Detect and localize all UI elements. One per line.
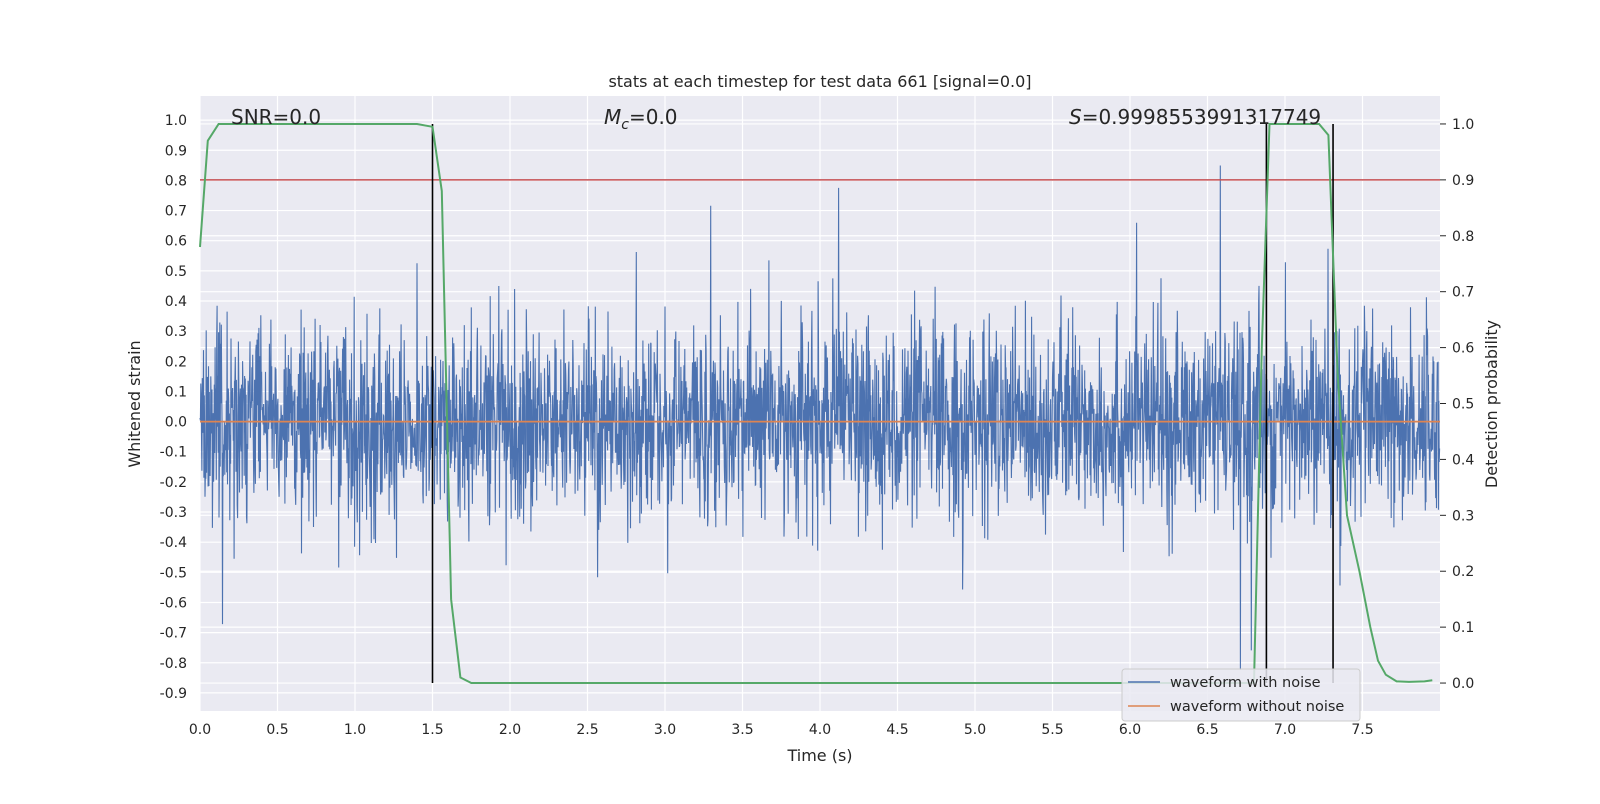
- chirp-mass-annotation: Mc=0.0: [604, 105, 678, 133]
- y-tick-label: 0.5: [165, 264, 187, 280]
- y-tick-label: 0.0: [165, 415, 187, 431]
- chart-title: stats at each timestep for test data 661…: [608, 72, 1031, 91]
- y2-tick-label: 0.0: [1452, 676, 1474, 692]
- y-tick-label: -0.4: [160, 535, 187, 551]
- y-tick-label: 0.6: [165, 234, 187, 250]
- y2-axis-label: Detection probability: [1482, 320, 1501, 488]
- noise-waveform-layer: [199, 165, 1441, 671]
- y-tick-label: 0.3: [165, 324, 187, 340]
- y2-tick-label: 0.3: [1452, 508, 1474, 524]
- x-tick-label: 6.5: [1196, 722, 1218, 738]
- y2-tick-label: 0.7: [1452, 285, 1474, 301]
- x-tick-label: 5.0: [964, 722, 986, 738]
- y2-tick-label: 0.4: [1452, 452, 1474, 468]
- y2-tick-label: 0.2: [1452, 564, 1474, 580]
- x-tick-label: 1.0: [344, 722, 366, 738]
- y-tick-label: 1.0: [165, 113, 187, 129]
- y-axis-label: Whitened strain: [125, 340, 144, 467]
- x-tick-label: 4.0: [809, 722, 831, 738]
- x-tick-label: 5.5: [1041, 722, 1063, 738]
- y2-tick-label: 0.6: [1452, 341, 1474, 357]
- x-tick-label: 7.5: [1351, 722, 1373, 738]
- y-tick-label: 0.1: [165, 384, 187, 400]
- legend: waveform with noise waveform without noi…: [1121, 668, 1361, 722]
- y-tick-label: 0.2: [165, 354, 187, 370]
- legend-box: [1121, 668, 1361, 722]
- x-tick-label: 3.5: [731, 722, 753, 738]
- y-tick-label: -0.5: [160, 565, 187, 581]
- y-tick-label: -0.1: [160, 445, 187, 461]
- waveform-with-noise-line: [199, 165, 1441, 671]
- y-tick-label: -0.9: [160, 686, 187, 702]
- snr-annotation: SNR=0.0: [231, 105, 321, 129]
- x-tick-label: 1.5: [421, 722, 443, 738]
- y-tick-label: 0.9: [165, 143, 187, 159]
- y2-tick-label: 1.0: [1452, 117, 1474, 133]
- y-tick-label: 0.4: [165, 294, 187, 310]
- y2-tick-label: 0.1: [1452, 620, 1474, 636]
- x-tick-label: 2.5: [576, 722, 598, 738]
- x-tick-label: 6.0: [1119, 722, 1141, 738]
- y2-tick-label: 0.5: [1452, 397, 1474, 413]
- y-tick-label: -0.7: [160, 626, 187, 642]
- y2-tick-label: 0.8: [1452, 229, 1474, 245]
- y2-tick-label: 0.9: [1452, 173, 1474, 189]
- y-tick-label: 0.7: [165, 204, 187, 220]
- x-axis-label: Time (s): [786, 746, 852, 765]
- x-tick-label: 4.5: [886, 722, 908, 738]
- ticks-layer: 0.0 0.5 1.0 1.5 2.0 2.5 3.0 3.5 4.0 4.5 5.0 5.5 6.0 6…: [160, 113, 1475, 738]
- legend-label-noise: waveform with noise: [1170, 675, 1321, 691]
- y-tick-label: -0.2: [160, 475, 187, 491]
- y-tick-label: -0.8: [160, 656, 187, 672]
- legend-label-clean: waveform without noise: [1170, 699, 1344, 715]
- x-tick-label: 7.0: [1274, 722, 1296, 738]
- y-tick-label: 0.8: [165, 173, 187, 189]
- x-tick-label: 3.0: [654, 722, 676, 738]
- detection-score-annotation: S=0.9998553991317749: [1069, 105, 1321, 129]
- y-tick-label: -0.6: [160, 595, 187, 611]
- x-tick-label: 2.0: [499, 722, 521, 738]
- x-tick-label: 0.5: [266, 722, 288, 738]
- x-tick-label: 0.0: [189, 722, 211, 738]
- y-tick-label: -0.3: [160, 505, 187, 521]
